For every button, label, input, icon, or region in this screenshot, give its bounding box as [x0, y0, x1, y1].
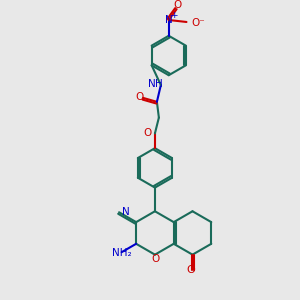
Text: NH₂: NH₂: [112, 248, 131, 258]
Text: N: N: [165, 15, 172, 25]
Text: +: +: [170, 11, 177, 20]
Text: H: H: [155, 79, 163, 89]
Text: O: O: [186, 266, 195, 275]
Text: O⁻: O⁻: [191, 18, 205, 28]
Text: O: O: [152, 254, 160, 264]
Text: O: O: [173, 0, 182, 10]
Text: O: O: [143, 128, 151, 138]
Text: O: O: [135, 92, 143, 102]
Text: N: N: [122, 207, 130, 217]
Text: N: N: [148, 79, 156, 89]
